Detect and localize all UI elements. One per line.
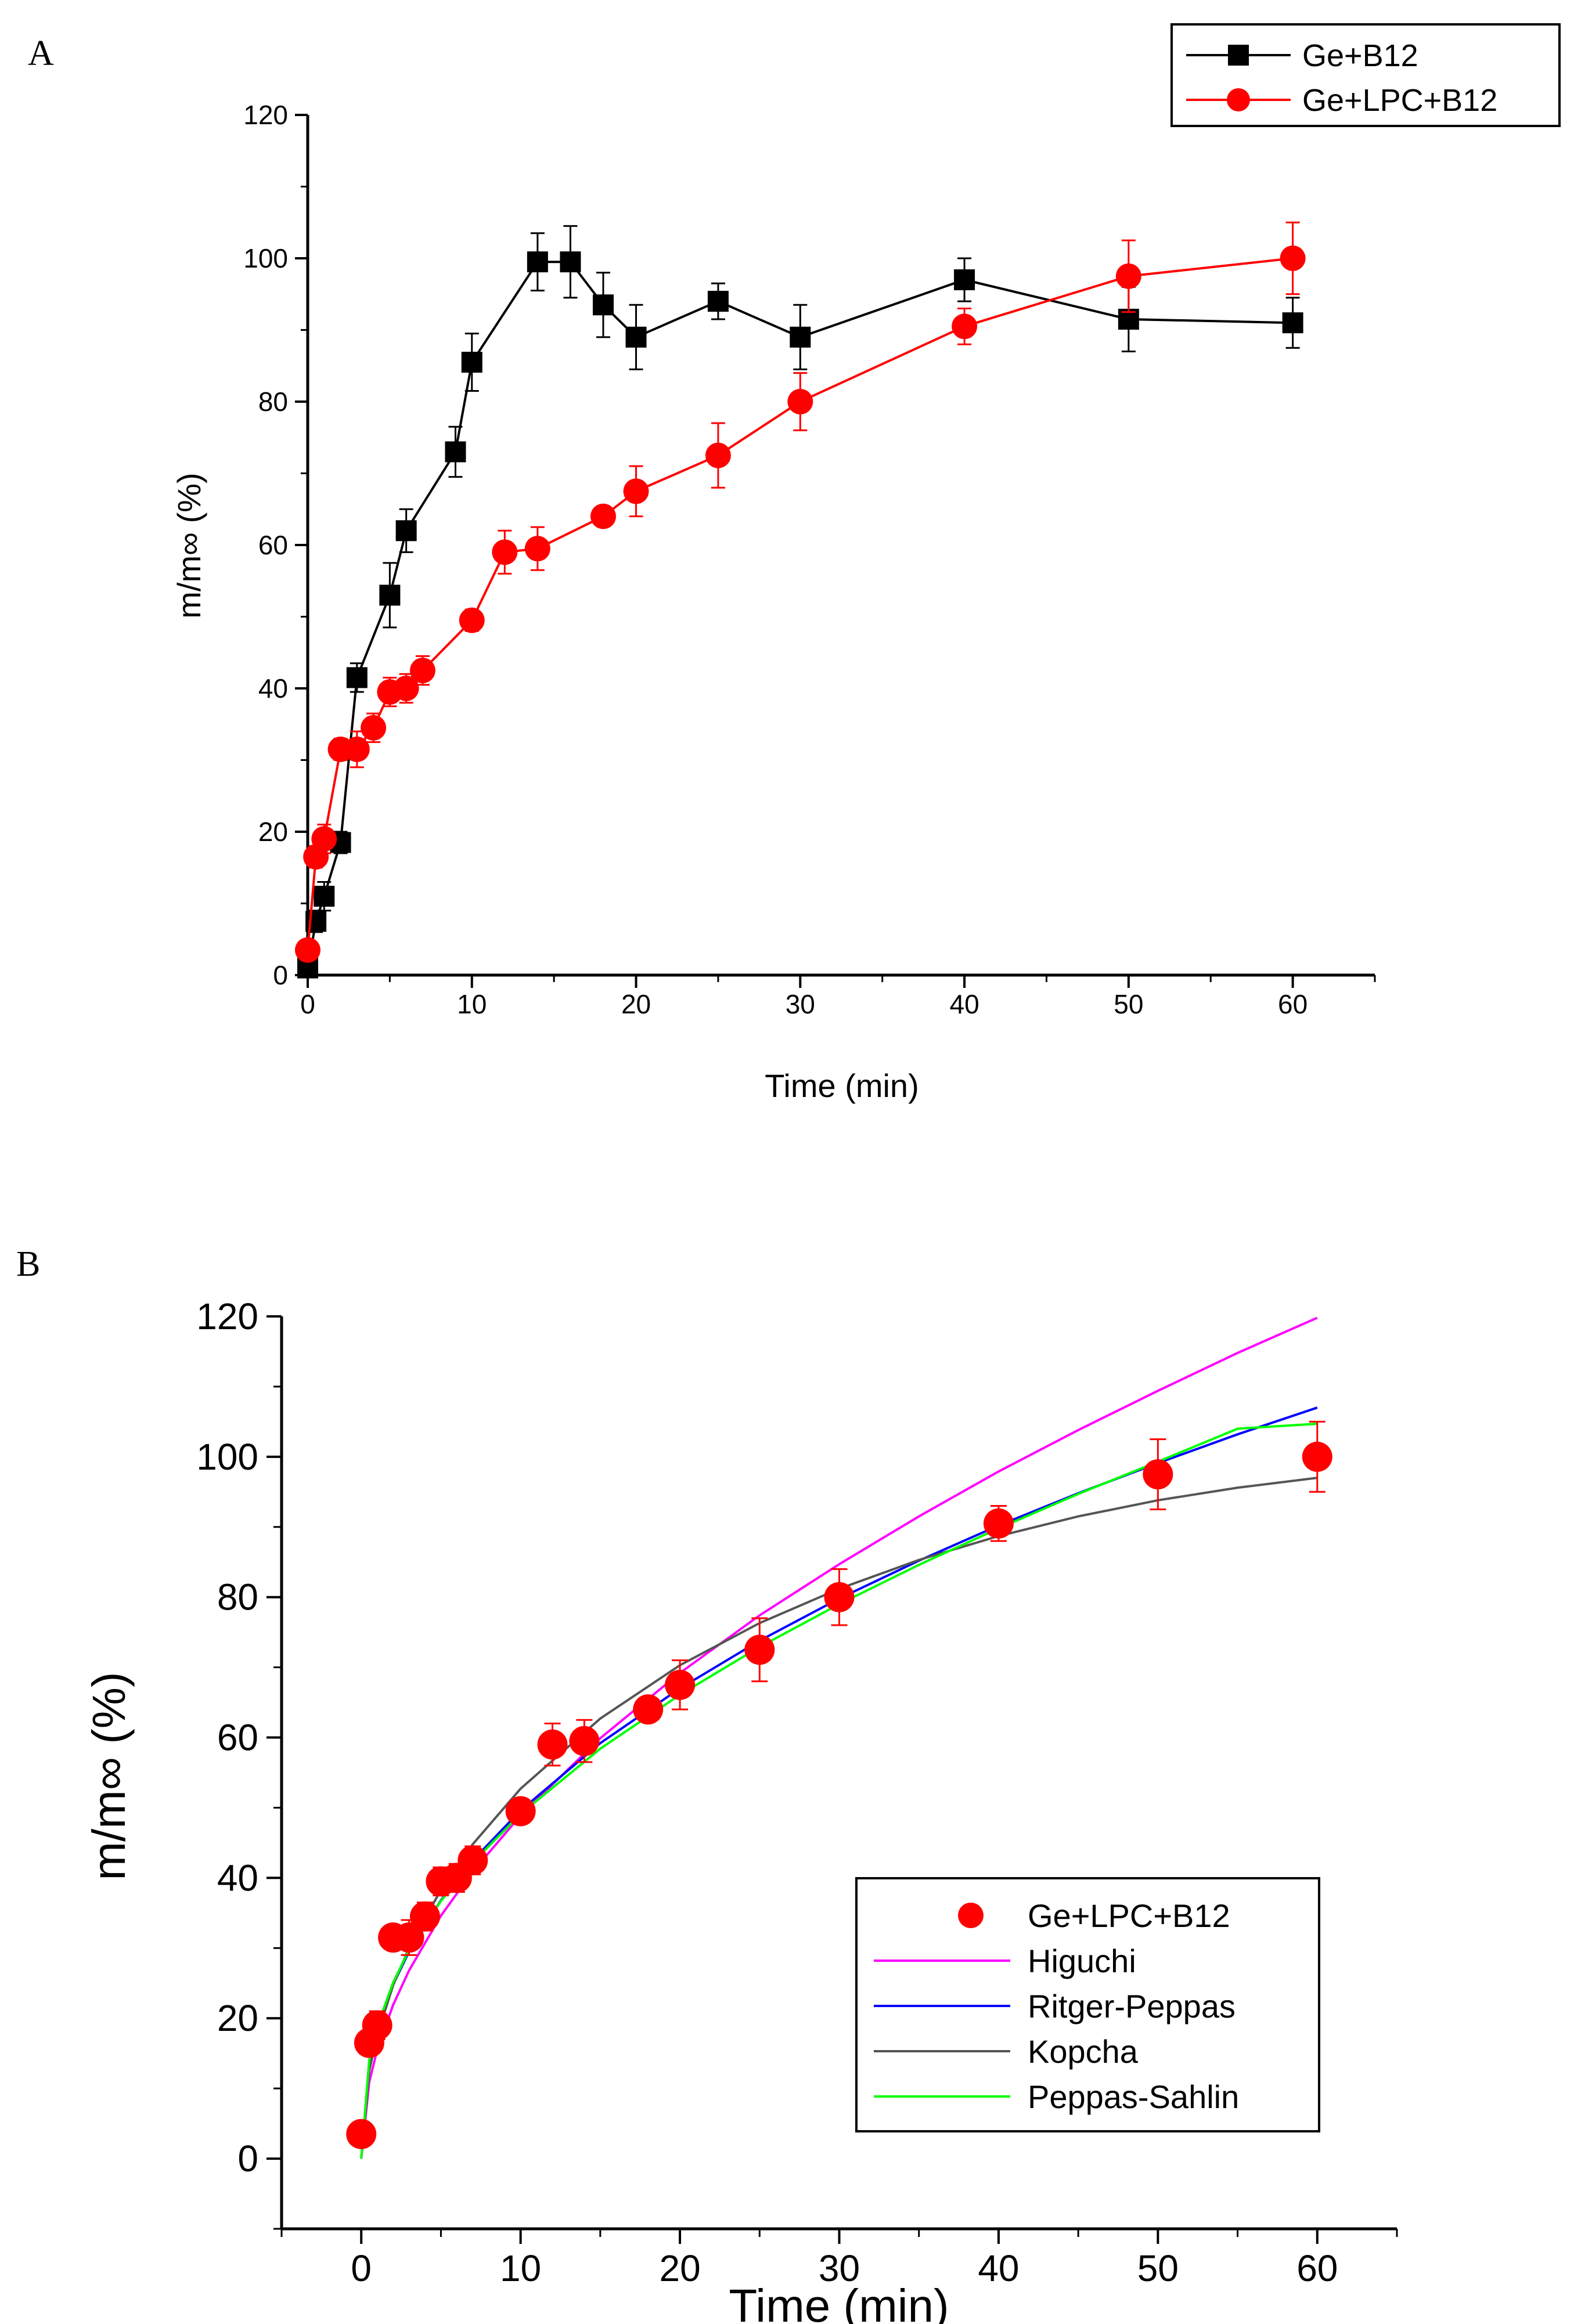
x-tick-label-b: 50	[1137, 2247, 1179, 2289]
y-tick-label-b: 120	[196, 1295, 258, 1337]
data-point-ge-b12	[346, 667, 368, 688]
y-tick-label-b: 80	[217, 1576, 258, 1618]
data-point-ge-b12	[954, 269, 975, 291]
x-tick-label-b: 40	[978, 2247, 1019, 2289]
data-point-ge-lpc-b12	[1143, 1459, 1173, 1490]
data-point-ge-b12	[1282, 312, 1303, 334]
legend-label-ge-lpc-b12: Ge+LPC+B12	[1302, 83, 1497, 118]
legend-label-higuchi: Higuchi	[1028, 1943, 1136, 1979]
data-point-ge-lpc-b12	[590, 503, 616, 529]
data-point-ge-lpc-b12	[633, 1694, 664, 1725]
data-point-ge-lpc-b12	[524, 536, 550, 562]
x-tick-label-b: 0	[351, 2247, 372, 2289]
data-point-ge-lpc-b12	[952, 313, 978, 340]
y-tick-label-b: 100	[196, 1436, 258, 1478]
y-tick-label-a: 40	[258, 673, 288, 703]
data-point-ge-b12	[790, 326, 811, 348]
data-point-ge-lpc-b12	[362, 2010, 392, 2041]
legend-marker-ge-lpc-b12	[1227, 88, 1250, 111]
data-point-ge-b12	[314, 886, 335, 907]
data-point-ge-lpc-b12	[346, 2119, 377, 2149]
data-point-ge-b12	[527, 251, 548, 273]
data-point-ge-lpc-b12	[295, 937, 320, 963]
data-point-ge-lpc-b12	[492, 539, 518, 565]
data-point-ge-lpc-b12	[1280, 246, 1306, 271]
data-point-ge-b12	[625, 326, 647, 348]
x-tick-label-a: 10	[457, 989, 487, 1019]
data-point-ge-b12	[592, 294, 614, 316]
x-tick-label-a: 20	[621, 989, 651, 1019]
legend-b: Ge+LPC+B12 Higuchi Ritger-Peppas Kopcha …	[855, 1877, 1320, 2132]
data-point-ge-lpc-b12	[569, 1726, 600, 1756]
panel-letter-b: B	[16, 1244, 40, 1284]
data-point-ge-lpc-b12	[344, 736, 370, 762]
y-axis-title-a: m/m∞ (%)	[171, 472, 207, 618]
data-point-ge-lpc-b12	[623, 478, 649, 504]
data-point-ge-b12	[560, 251, 581, 273]
data-point-ge-b12	[707, 291, 729, 312]
data-point-ge-lpc-b12	[983, 1508, 1014, 1539]
x-tick-label-a: 40	[949, 989, 979, 1019]
y-tick-label-b: 60	[217, 1717, 258, 1759]
data-point-ge-lpc-b12	[361, 714, 387, 741]
data-point-ge-lpc-b12	[537, 1729, 568, 1760]
x-tick-label-b: 20	[659, 2247, 700, 2289]
x-tick-label-b: 60	[1296, 2247, 1338, 2289]
data-point-ge-lpc-b12	[744, 1634, 775, 1665]
data-point-ge-lpc-b12	[505, 1796, 536, 1827]
data-point-ge-lpc-b12	[1302, 1441, 1332, 1472]
y-tick-label-a: 60	[258, 530, 288, 560]
y-tick-label-a: 120	[243, 100, 288, 130]
y-tick-label-a: 20	[258, 817, 288, 847]
legend-marker-b-data	[958, 1903, 984, 1928]
legend-label-ritger-peppas: Ritger-Peppas	[1028, 1988, 1236, 2025]
x-tick-label-a: 0	[300, 989, 315, 1019]
y-tick-label-b: 40	[217, 1857, 258, 1899]
data-point-ge-lpc-b12	[824, 1582, 855, 1612]
data-point-ge-lpc-b12	[409, 658, 435, 684]
data-point-ge-lpc-b12	[1115, 263, 1141, 289]
data-point-ge-lpc-b12	[409, 1901, 440, 1932]
x-axis-title-a: Time (min)	[765, 1067, 919, 1104]
x-tick-label-b: 30	[819, 2247, 860, 2289]
data-point-ge-b12	[395, 520, 417, 542]
y-tick-label-b: 20	[217, 1997, 258, 2039]
y-tick-label-a: 100	[243, 243, 288, 273]
data-point-ge-lpc-b12	[394, 1922, 424, 1953]
legend-marker-ge-b12	[1228, 45, 1249, 66]
data-point-ge-lpc-b12	[393, 676, 419, 701]
y-tick-label-a: 80	[258, 387, 288, 417]
legend-label-peppas-sahlin: Peppas-Sahlin	[1028, 2078, 1239, 2115]
legend-a: Ge+B12 Ge+LPC+B12	[1170, 23, 1561, 127]
y-axis-title-b: m/m∞ (%)	[83, 1672, 135, 1880]
data-point-ge-lpc-b12	[459, 607, 485, 633]
data-point-ge-lpc-b12	[787, 389, 813, 414]
x-axis-title-b: Time (min)	[729, 2280, 949, 2324]
panel-letter-a: A	[28, 34, 54, 73]
data-point-ge-b12	[379, 584, 401, 606]
y-tick-label-a: 0	[273, 960, 288, 990]
legend-label-kopcha: Kopcha	[1028, 2033, 1139, 2070]
legend-label-b-data: Ge+LPC+B12	[1028, 1897, 1230, 1934]
data-point-ge-lpc-b12	[665, 1669, 696, 1700]
data-point-ge-lpc-b12	[705, 442, 731, 468]
x-tick-label-b: 10	[500, 2247, 541, 2289]
x-tick-label-a: 50	[1114, 989, 1143, 1019]
data-point-ge-lpc-b12	[311, 826, 337, 852]
legend-label-ge-b12: Ge+B12	[1302, 38, 1418, 73]
x-tick-label-a: 30	[786, 989, 815, 1019]
x-tick-label-a: 60	[1278, 989, 1308, 1019]
data-point-ge-b12	[461, 352, 482, 373]
y-tick-label-b: 0	[237, 2138, 258, 2179]
fit-line-kopcha	[360, 1477, 1318, 2159]
data-point-ge-lpc-b12	[458, 1845, 488, 1876]
data-point-ge-b12	[445, 441, 466, 463]
